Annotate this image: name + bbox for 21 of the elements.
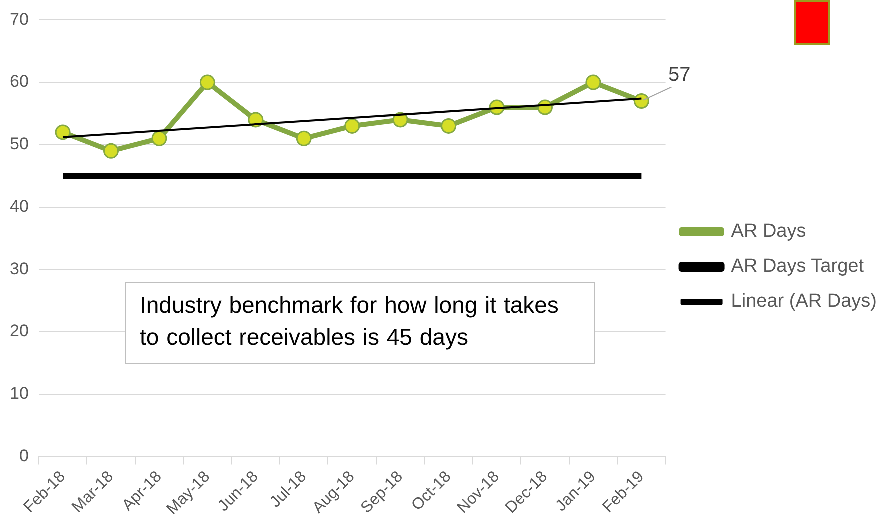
point [200, 74, 216, 90]
point [152, 130, 168, 146]
point [55, 124, 71, 140]
annotation: Industry benchmark for how long it takes to collect receivables is 45 days [125, 282, 595, 364]
point [344, 118, 360, 134]
point [296, 130, 312, 146]
y-tick-label: 40 [10, 196, 29, 216]
y-tick-label: 0 [19, 446, 29, 466]
legend-label: AR Days Target [731, 256, 865, 278]
y-tick-label: 50 [10, 134, 29, 154]
y-tick-label: 10 [10, 384, 29, 404]
point [441, 118, 457, 134]
y-tick-label: 20 [10, 322, 29, 341]
y-tick-label: 70 [10, 10, 29, 29]
data-label: 57 [668, 64, 691, 86]
y-tick-label: 60 [10, 72, 29, 92]
y-tick-label: 30 [10, 259, 29, 278]
point [103, 143, 119, 159]
legend-label: AR Days [731, 221, 806, 242]
point [586, 74, 602, 90]
legend-label: Linear (AR Days) [731, 291, 878, 312]
